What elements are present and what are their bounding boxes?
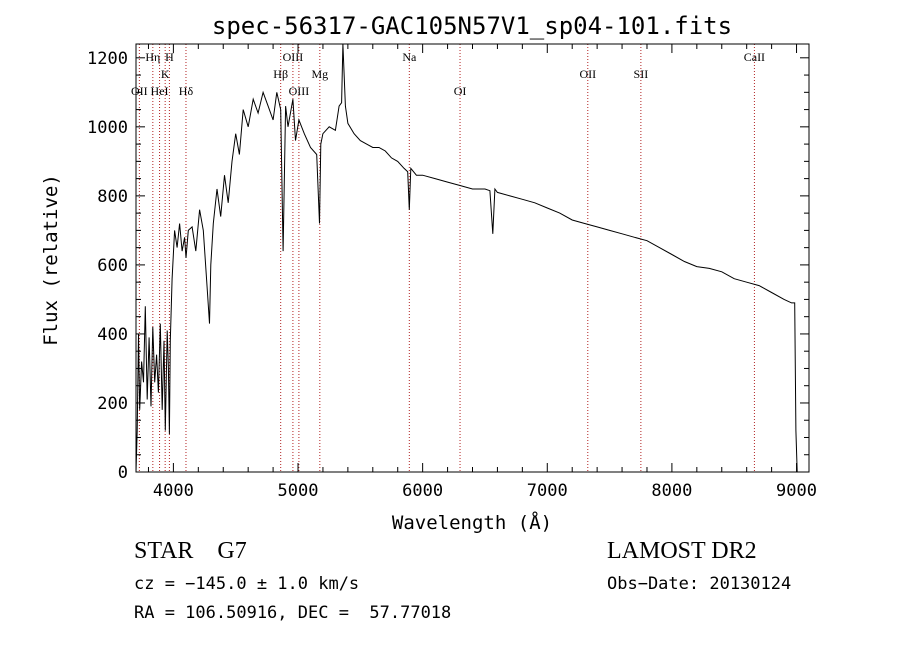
- x-tick-label: 5000: [278, 481, 319, 501]
- survey-label: LAMOST DR2: [607, 538, 757, 564]
- redshift-text: cz = −145.0 ± 1.0 km/s: [134, 574, 360, 594]
- chart-title: spec-56317-GAC105N57V1_sp04-101.fits: [212, 12, 732, 40]
- x-tick-label: 4000: [153, 481, 194, 501]
- x-tick-label: 7000: [527, 481, 568, 501]
- line-marker-label: OIII: [283, 50, 304, 64]
- y-tick-label: 800: [97, 187, 128, 207]
- x-axis-label: Wavelength (Å): [392, 511, 552, 534]
- y-tick-label: 0: [118, 463, 128, 483]
- line-marker-label: Hβ: [273, 67, 288, 81]
- line-marker-label: Hη: [145, 50, 160, 64]
- object-class: STAR G7: [134, 538, 247, 564]
- y-tick-label: 400: [97, 325, 128, 345]
- y-tick-label: 1000: [87, 118, 128, 138]
- line-marker-label: OII: [131, 84, 148, 98]
- obs-date-text: Obs−Date: 20130124: [607, 574, 792, 594]
- line-marker-label: Mg: [311, 67, 328, 81]
- line-marker-label: Hδ: [179, 84, 194, 98]
- x-tick-label: 8000: [651, 481, 692, 501]
- line-marker-label: Na: [402, 50, 417, 64]
- line-marker-label: CaII: [744, 50, 765, 64]
- line-marker-label: K: [161, 67, 170, 81]
- y-tick-label: 1200: [87, 49, 128, 69]
- y-tick-label: 600: [97, 256, 128, 276]
- coordinates-text: RA = 106.50916, DEC = 57.77018: [134, 603, 452, 623]
- line-marker-label: OI: [454, 84, 467, 98]
- line-marker-label: OIII: [289, 84, 310, 98]
- y-tick-label: 200: [97, 394, 128, 414]
- line-marker-label: OII: [579, 67, 596, 81]
- line-marker-label: H: [165, 50, 174, 64]
- line-marker-label: SII: [634, 67, 649, 81]
- y-axis-label: Flux (relative): [40, 174, 62, 346]
- plot-frame: [135, 43, 810, 473]
- x-tick-label: 9000: [776, 481, 817, 501]
- spectrum-line: [135, 43, 798, 473]
- line-marker-label: HeI: [151, 84, 169, 98]
- axis-ticks: 4000 5000 6000 7000 8000 9000 0 200 400 600 800 100…: [87, 44, 817, 501]
- x-tick-label: 6000: [402, 481, 443, 501]
